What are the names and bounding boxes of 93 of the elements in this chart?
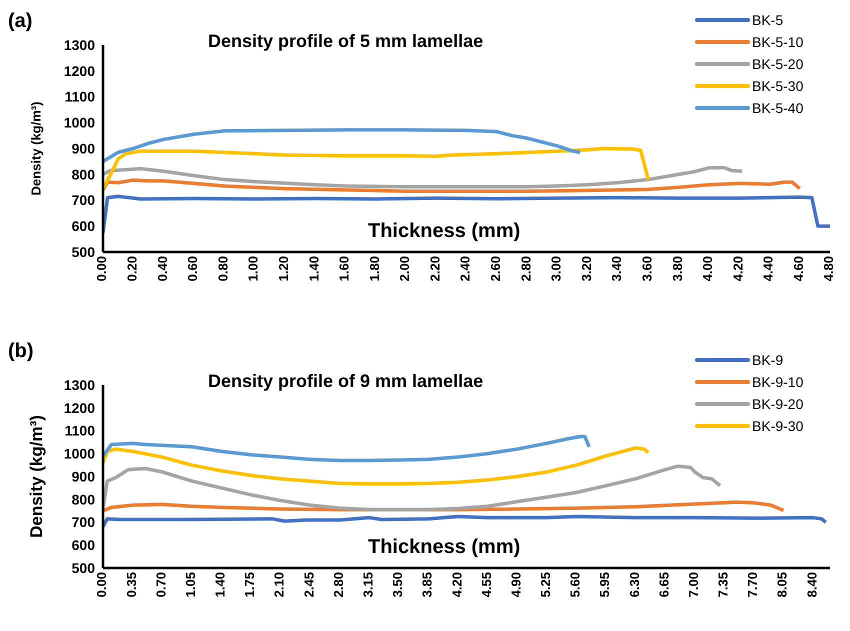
- x-tick-label: 4.40: [760, 256, 776, 282]
- x-tick-label: 1.60: [336, 256, 352, 282]
- line-series: [103, 178, 802, 193]
- x-tick-label: 6.65: [656, 572, 672, 598]
- x-tick-label: 5.95: [597, 572, 612, 598]
- chart-title: Density profile of 5 mm lamellae: [208, 31, 484, 52]
- line-series: [103, 434, 591, 462]
- y-tick-label: 1000: [64, 114, 96, 131]
- x-tick-label: 4.00: [700, 256, 716, 282]
- x-tick-label: 3.40: [609, 256, 624, 282]
- line-series: [103, 464, 722, 512]
- x-tick-label: 3.00: [548, 256, 564, 282]
- x-tick-label: 1.80: [366, 256, 382, 282]
- x-tick-label: 2.80: [518, 256, 534, 282]
- x-tick-label: 0.60: [185, 256, 200, 282]
- x-tick-label: 2.20: [427, 256, 442, 282]
- x-tick-label: 3.50: [390, 572, 406, 598]
- x-tick-label: 7.70: [745, 572, 760, 598]
- x-tick-label: 3.60: [639, 256, 654, 282]
- y-tick-label: 1200: [64, 400, 96, 416]
- x-tick-label: 1.40: [306, 256, 322, 282]
- x-tick-label: 0.40: [154, 256, 170, 282]
- x-tick-label: 7.35: [716, 572, 731, 598]
- line-series: [103, 128, 582, 164]
- x-tick-label: 0.00: [94, 256, 110, 282]
- y-tick-label: 700: [72, 514, 96, 530]
- x-tick-label: 3.15: [360, 572, 376, 598]
- y-tick-label: 600: [72, 537, 96, 554]
- chart-title: Density profile of 9 mm lamellae: [208, 371, 484, 392]
- legend-label: BK-9: [752, 352, 784, 368]
- y-tick-label: 500: [72, 244, 96, 260]
- x-tick-label: 4.20: [730, 256, 746, 282]
- y-axis-title: Density (kg/m³): [28, 102, 44, 196]
- y-tick-label: 800: [72, 166, 96, 182]
- x-tick-label: 1.00: [246, 256, 261, 282]
- x-tick-label: 0.00: [94, 572, 110, 598]
- y-tick-label: 600: [72, 218, 96, 234]
- y-tick-label: 800: [72, 491, 96, 508]
- y-tick-label: 1200: [64, 62, 96, 79]
- legend-label: BK-9-30: [752, 418, 804, 434]
- x-tick-label: 1.20: [276, 256, 291, 282]
- x-tick-label: 3.20: [578, 256, 594, 282]
- x-tick-label: 2.60: [488, 256, 504, 282]
- x-axis-title: Thickness (mm): [368, 220, 520, 243]
- legend-label: BK-5: [752, 12, 784, 28]
- x-tick-label: 7.00: [686, 572, 701, 598]
- x-tick-label: 4.60: [790, 256, 806, 282]
- y-tick-label: 1300: [64, 36, 96, 53]
- y-tick-label: 1100: [64, 88, 96, 105]
- x-tick-label: 2.00: [397, 256, 412, 282]
- x-tick-label: 0.20: [124, 256, 140, 282]
- legend-label: BK-9-10: [752, 374, 804, 390]
- y-tick-label: 900: [72, 140, 96, 156]
- x-axis-title: Thickness (mm): [368, 536, 520, 559]
- x-tick-label: 2.40: [458, 256, 473, 282]
- x-tick-label: 0.35: [124, 572, 139, 598]
- x-tick-label: 8.05: [774, 572, 790, 598]
- y-tick-label: 1300: [64, 376, 96, 393]
- line-series: [103, 514, 828, 529]
- y-tick-label: 700: [72, 192, 96, 208]
- x-tick-label: 4.20: [449, 572, 464, 598]
- line-series: [103, 446, 650, 486]
- y-tick-label: 900: [72, 468, 96, 484]
- x-tick-label: 0.70: [153, 572, 168, 598]
- x-tick-label: 5.60: [568, 572, 583, 598]
- x-tick-label: 5.25: [538, 572, 554, 598]
- y-axis-title: Density (kg/m³): [27, 415, 46, 538]
- text: (b): [8, 340, 34, 363]
- line-series: [103, 146, 650, 190]
- legend-label: BK-9-20: [752, 396, 804, 412]
- y-tick-label: 1000: [64, 446, 96, 462]
- legend-label: BK-5-10: [752, 34, 804, 50]
- x-tick-label: 0.80: [215, 256, 230, 282]
- x-tick-label: 2.10: [272, 572, 287, 598]
- x-tick-label: 2.80: [330, 572, 346, 598]
- x-tick-label: 8.40: [804, 572, 820, 598]
- legend-label: BK-5-30: [752, 78, 804, 94]
- x-tick-label: 3.80: [670, 256, 685, 282]
- x-tick-label: 4.80: [821, 256, 836, 282]
- line-series: [103, 166, 744, 189]
- x-tick-label: 4.55: [478, 572, 494, 598]
- text: (a): [8, 10, 32, 33]
- x-tick-label: 1.05: [182, 572, 198, 598]
- legend-label: BK-5-20: [752, 56, 804, 72]
- y-tick-label: 500: [72, 560, 96, 576]
- x-tick-label: 1.40: [212, 572, 228, 598]
- x-tick-label: 6.30: [626, 572, 642, 598]
- x-tick-label: 4.90: [508, 572, 524, 598]
- x-tick-label: 2.45: [301, 572, 316, 598]
- y-tick-label: 1100: [64, 422, 96, 439]
- x-tick-label: 3.85: [420, 572, 435, 598]
- legend-label: BK-5-40: [752, 100, 804, 116]
- x-tick-label: 1.75: [242, 572, 258, 598]
